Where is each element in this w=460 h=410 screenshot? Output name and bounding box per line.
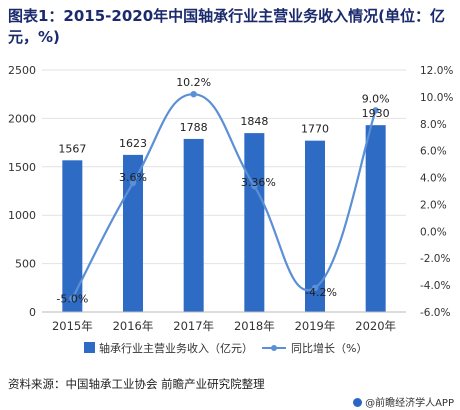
line-point [190,91,197,98]
bar-value-label: 1567 [58,142,86,155]
right-tick-label: 4.0% [420,173,447,185]
right-tick-label: -4.0% [420,280,450,292]
line-point [372,107,379,114]
bar-value-label: 1930 [362,107,390,120]
line-point [311,284,319,291]
source-note: 资料来源：中国轴承工业协会 前瞻产业研究院整理 [8,377,265,391]
legend-bar-swatch [84,342,95,353]
line-point [251,182,258,190]
right-axis: -6.0% -4.0% -2.0% 0.0% 2.0% 4.0% 6.0% 8.0% 10.0%… [420,65,453,319]
x-tick-label: 2020年 [355,319,396,333]
left-tick-label: 2000 [8,112,36,125]
bar [62,160,83,312]
chart-title: 图表1：2015-2020年中国轴承行业主营业务收入情况(单位：亿元，%) [8,7,446,46]
bar [123,154,143,312]
x-axis: 2015年 2016年 2017年 2018年 2019年 2020年 [42,311,406,333]
legend: 轴承行业主营业务收入（亿元） 同比增长（%） [84,341,367,355]
line-value-label: 9.0% [362,92,390,105]
x-tick-label: 2017年 [173,319,214,333]
left-tick-label: 1000 [8,209,36,222]
data-labels: 1567 1623 1788 1848 1770 1930 -5.0% 3.6% 10.2% 3.… [56,76,389,305]
bar-value-label: 1848 [240,115,268,128]
chart: 0 500 1000 1500 2000 2500 -6.0% -4.0% -2.0% 0.0%… [8,64,453,355]
line-value-label: 3.36% [241,176,276,189]
gridlines [42,69,406,313]
legend-line-marker [271,345,277,351]
left-tick-label: 500 [15,258,36,271]
legend-bar-label: 轴承行业主营业务收入（亿元） [99,341,253,355]
right-tick-label: -2.0% [420,253,450,265]
bar [183,138,204,312]
right-tick-label: 10.0% [420,92,453,104]
right-tick-label: 2.0% [420,199,447,211]
line-value-label: -4.2% [305,286,337,299]
bar [244,133,265,312]
right-tick-label: 8.0% [420,119,447,131]
bar [305,140,325,312]
line-point [69,295,76,302]
right-tick-label: 6.0% [420,146,447,158]
x-tick-label: 2019年 [295,319,336,333]
line-value-label: 10.2% [176,76,211,89]
right-tick-label: -6.0% [420,307,450,319]
x-tick-label: 2015年 [52,319,93,333]
line-series [69,91,379,302]
bar-value-label: 1788 [180,121,208,134]
bar [365,125,386,313]
x-tick-label: 2018年 [234,319,275,333]
legend-line-label: 同比增长（%） [291,341,367,355]
left-tick-label: 2500 [8,64,36,77]
growth-line [71,93,377,300]
x-tick-label: 2016年 [113,319,154,333]
left-tick-label: 1500 [8,161,36,174]
bar-value-label: 1770 [301,123,329,136]
right-tick-label: 12.0% [420,65,453,77]
right-tick-label: 0.0% [420,226,447,238]
line-point [129,179,137,187]
footer-brand-text: @前瞻经济学人APP [365,398,454,409]
footer-brand: @前瞻经济学人APP [353,394,454,409]
left-axis: 0 500 1000 1500 2000 2500 [8,64,36,319]
line-value-label: -5.0% [56,293,88,306]
bar-series [62,125,386,313]
left-tick-label: 0 [29,306,36,319]
brand-dot-icon [353,398,363,407]
line-value-label: 3.6% [119,171,147,184]
bar-value-label: 1623 [119,137,147,150]
